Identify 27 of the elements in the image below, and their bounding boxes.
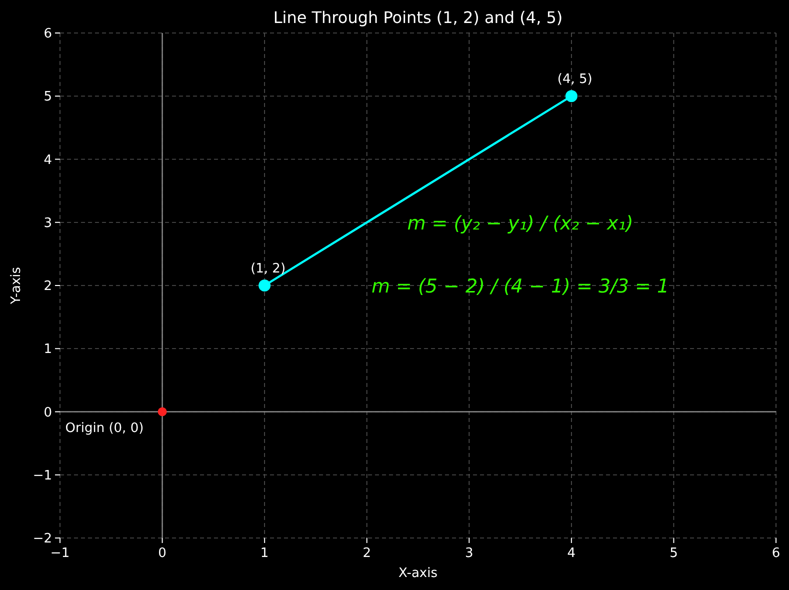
y-tick-label: 6 xyxy=(44,26,52,42)
annotation: (1, 2) xyxy=(250,262,286,276)
annotation: (4, 5) xyxy=(557,72,592,88)
x-tick-label: 0 xyxy=(158,546,166,561)
y-tick-label: 0 xyxy=(44,405,52,420)
y-tick-label: 3 xyxy=(44,216,52,231)
y-tick-label: −2 xyxy=(32,532,52,547)
annotation: m = (5 − 2) / (4 − 1) = 3/3 = 1 xyxy=(371,276,670,298)
x-axis-title: X-axis xyxy=(398,566,438,581)
point xyxy=(158,407,167,416)
y-axis-title: Y-axis xyxy=(9,266,24,306)
annotation: Origin (0, 0) xyxy=(65,420,144,436)
chart-title: Line Through Points (1, 2) and (4, 5) xyxy=(273,8,563,27)
x-tick-label: 1 xyxy=(260,546,269,561)
x-tick-label: 5 xyxy=(670,546,678,561)
x-tick-label: 3 xyxy=(465,546,474,561)
annotation: m = (y₂ − y₁) / (x₂ − x₁) xyxy=(407,212,634,234)
y-tick-label: 4 xyxy=(44,152,52,168)
point xyxy=(565,90,578,102)
x-tick-label: 4 xyxy=(567,546,576,561)
y-tick-label: 5 xyxy=(44,90,52,105)
x-tick-label: 6 xyxy=(772,546,780,561)
y-tick-label: 1 xyxy=(44,342,52,358)
x-tick-label: 2 xyxy=(362,546,371,561)
y-tick-label: −1 xyxy=(32,468,52,484)
y-tick-label: 2 xyxy=(44,279,52,294)
point xyxy=(258,280,271,292)
